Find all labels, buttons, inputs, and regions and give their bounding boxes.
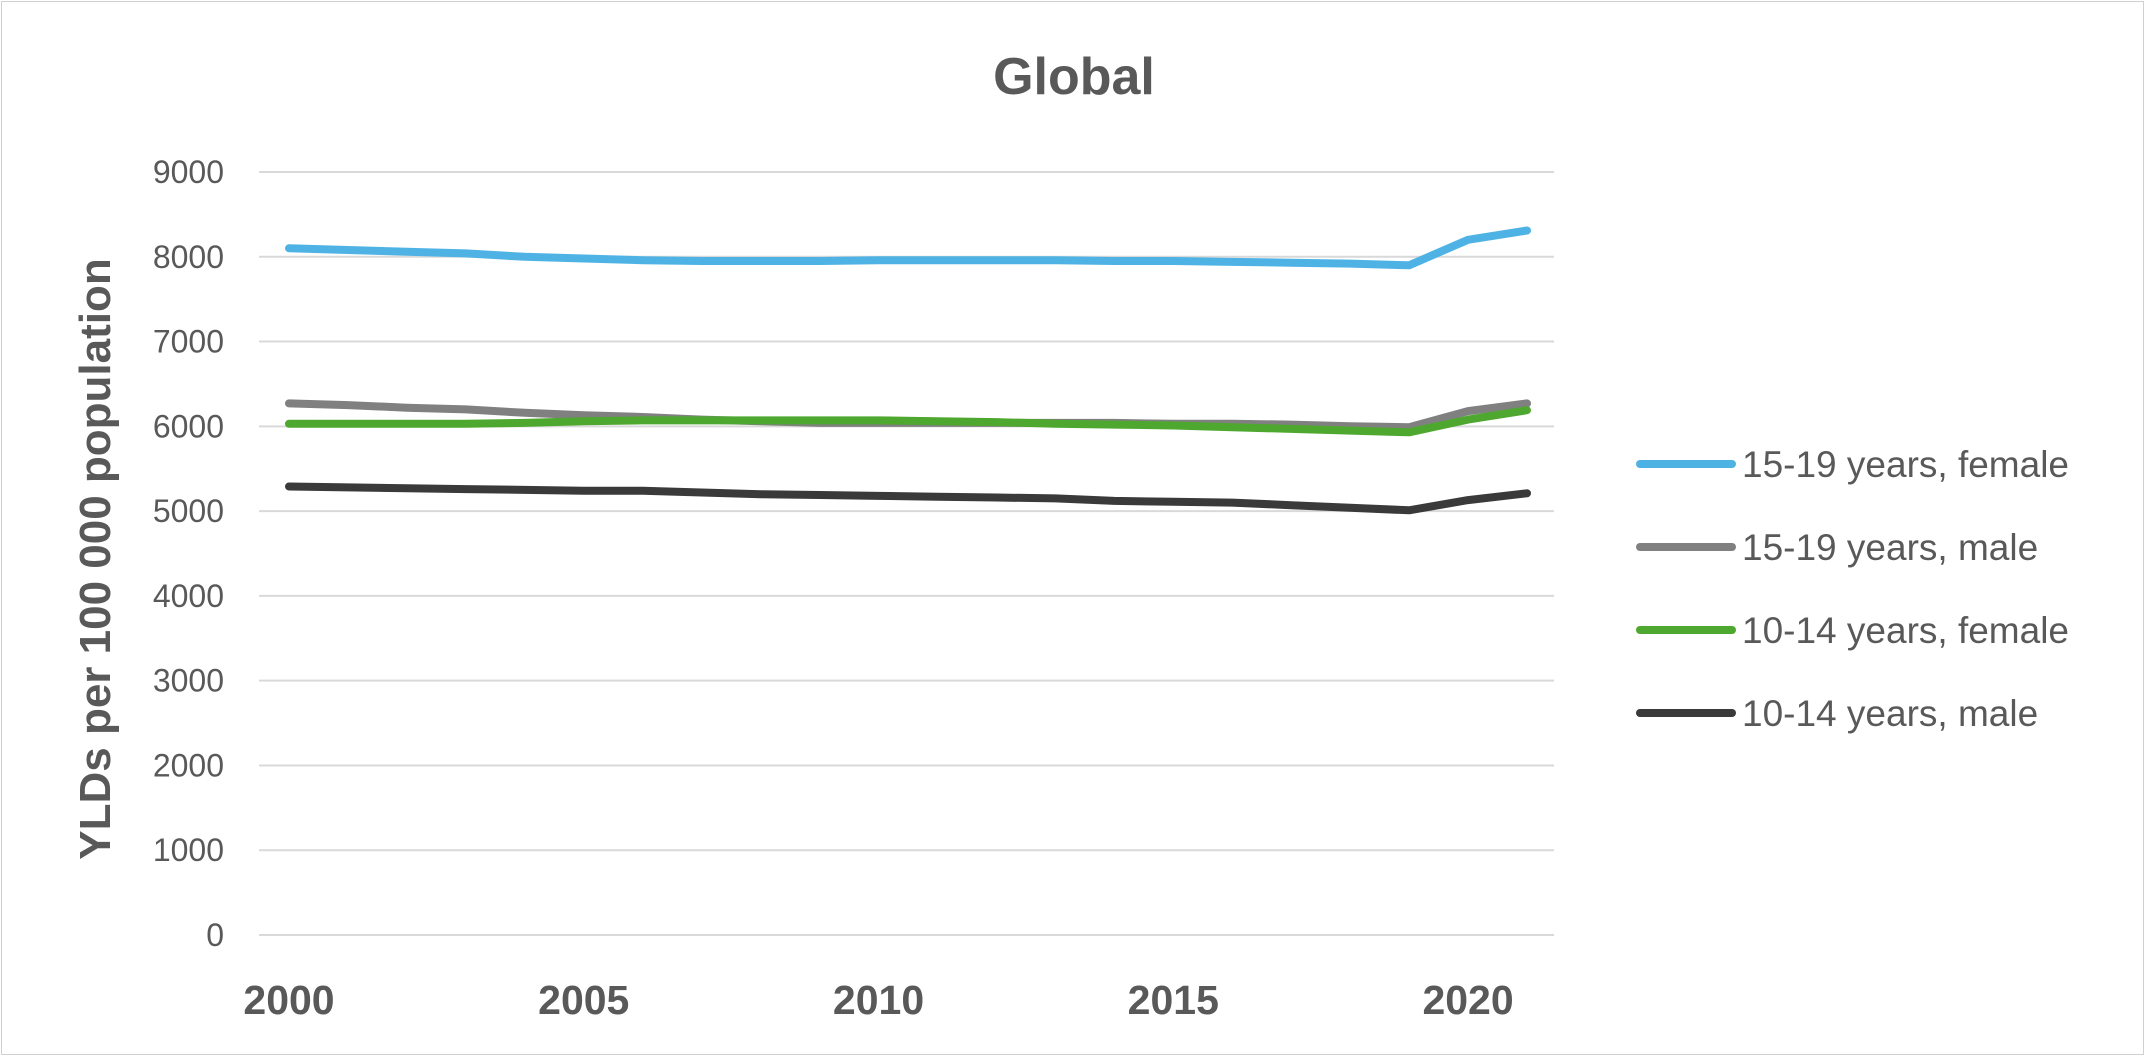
y-tick-label: 2000 — [153, 747, 224, 783]
y-tick-label: 4000 — [153, 578, 224, 614]
series-lines — [285, 226, 1531, 515]
legend: 15-19 years, female 15-19 years, male 10-1… — [1636, 444, 2069, 734]
y-axis-ticks: 0 1000 2000 3000 4000 5000 6000 7000 8000 9000 — [153, 154, 224, 953]
y-tick-label: 6000 — [153, 408, 224, 444]
chart-title: Global — [993, 48, 1155, 106]
y-tick-label: 5000 — [153, 493, 224, 529]
series-line-0 — [285, 226, 1531, 270]
series-line-3 — [285, 482, 1531, 515]
x-tick-label: 2020 — [1422, 977, 1513, 1023]
legend-label-3: 10-14 years, male — [1742, 693, 2038, 734]
series-line-2 — [285, 406, 1531, 437]
y-tick-label: 7000 — [153, 324, 224, 360]
y-tick-label: 8000 — [153, 239, 224, 275]
x-tick-label: 2015 — [1128, 977, 1219, 1023]
gridlines — [259, 171, 1554, 936]
y-tick-label: 9000 — [153, 154, 224, 190]
x-axis-ticks: 2000 2005 2010 2015 2020 — [243, 977, 1513, 1023]
y-axis-label: YLDs per 100 000 population — [71, 258, 120, 860]
legend-label-1: 15-19 years, male — [1742, 527, 2038, 568]
x-tick-label: 2010 — [833, 977, 924, 1023]
y-tick-label: 0 — [206, 917, 224, 953]
x-tick-label: 2005 — [538, 977, 629, 1023]
y-tick-label: 3000 — [153, 663, 224, 699]
legend-label-2: 10-14 years, female — [1742, 610, 2069, 651]
y-tick-label: 1000 — [153, 832, 224, 868]
x-tick-label: 2000 — [243, 977, 334, 1023]
legend-label-0: 15-19 years, female — [1742, 444, 2069, 485]
